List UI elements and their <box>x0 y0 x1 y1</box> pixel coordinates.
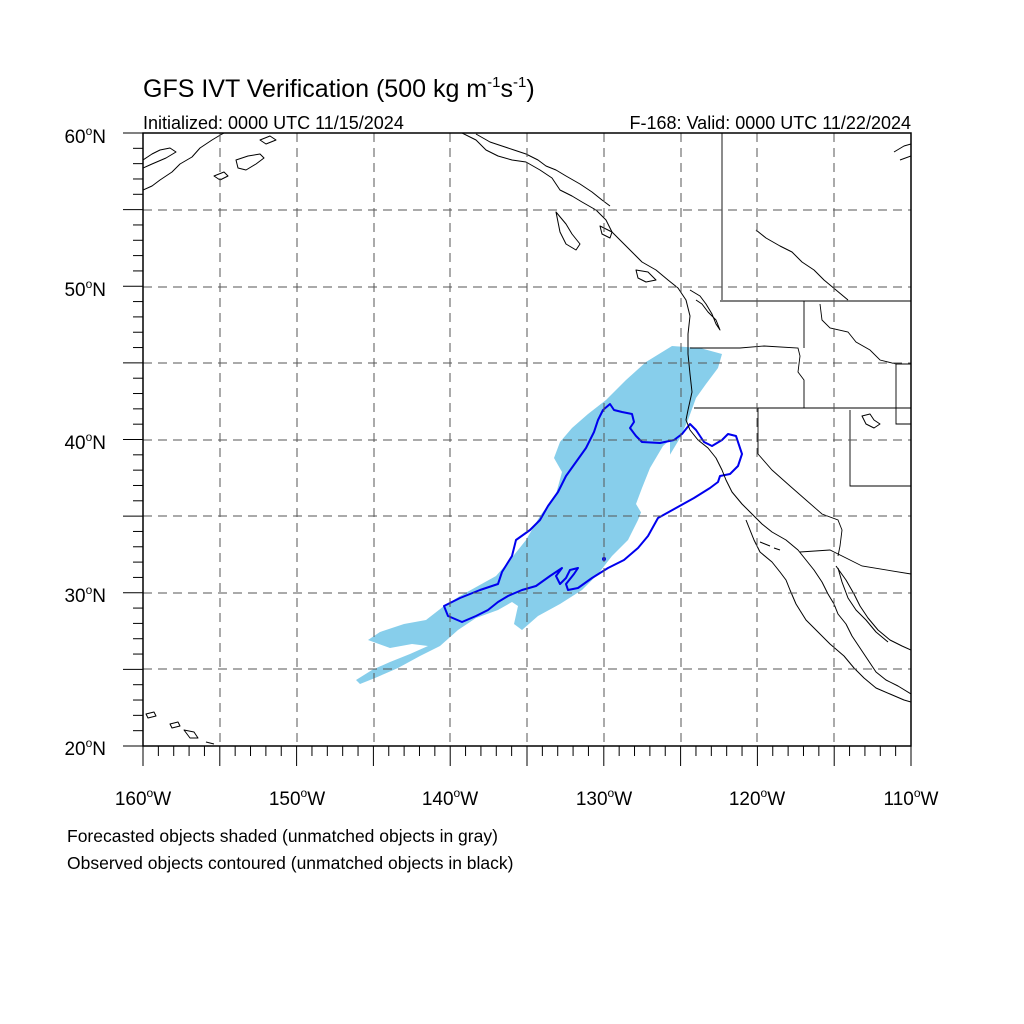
lon-label-140w: 140oW <box>422 786 478 810</box>
lon-label-160w: 160oW <box>115 786 171 810</box>
latitude-labels: 60oN 50oN 40oN 30oN 20oN <box>64 124 106 760</box>
lat-label-20: 20oN <box>64 736 106 760</box>
forecast-ivt-object <box>356 346 722 684</box>
map-title: GFS IVT Verification (500 kg m-1s-1) <box>143 74 535 103</box>
longitude-labels: 160oW 150oW 140oW 130oW 120oW 110oW <box>115 786 939 810</box>
lon-label-110w: 110oW <box>884 786 939 810</box>
lon-label-150w: 150oW <box>269 786 325 810</box>
legend-forecast-note: Forecasted objects shaded (unmatched obj… <box>67 826 498 846</box>
valid-time: F-168: Valid: 0000 UTC 11/22/2024 <box>629 113 911 133</box>
lon-label-120w: 120oW <box>729 786 785 810</box>
lat-label-50: 50oN <box>64 277 106 301</box>
forecast-clear-gap <box>636 440 670 514</box>
lat-label-40: 40oN <box>64 430 106 454</box>
lat-label-60: 60oN <box>64 124 106 148</box>
legend-observed-note: Observed objects contoured (unmatched ob… <box>67 853 514 873</box>
political-boundaries <box>690 133 911 575</box>
lon-label-130w: 130oW <box>576 786 632 810</box>
tick-marks <box>123 132 912 766</box>
observed-ivt-contour <box>443 403 743 623</box>
lat-label-30: 30oN <box>64 583 106 607</box>
initialized-time: Initialized: 0000 UTC 11/15/2024 <box>143 113 404 133</box>
graticule <box>143 133 911 746</box>
